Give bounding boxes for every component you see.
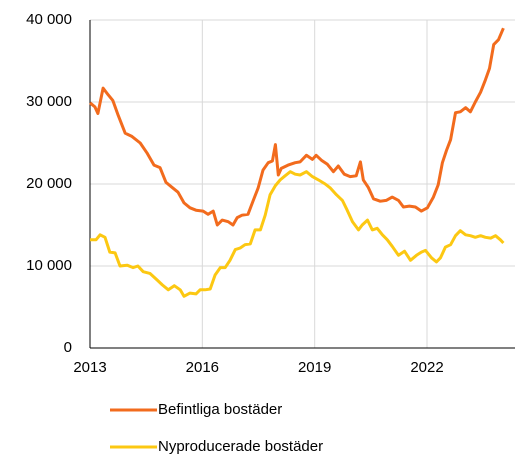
series-line xyxy=(89,27,505,227)
x-tick-label: 2013 xyxy=(73,359,106,376)
y-tick-label: 0 xyxy=(64,339,72,356)
legend-label: Nyproducerade bostäder xyxy=(158,438,323,455)
series-line xyxy=(90,170,505,298)
y-tick-label: 40 000 xyxy=(26,11,72,28)
x-tick-label: 2019 xyxy=(298,359,331,376)
x-tick-label: 2016 xyxy=(186,359,219,376)
y-tick-label: 30 000 xyxy=(26,93,72,110)
y-tick-label: 10 000 xyxy=(26,257,72,274)
y-tick-label: 20 000 xyxy=(26,175,72,192)
x-tick-label: 2022 xyxy=(410,359,443,376)
legend-label: Befintliga bostäder xyxy=(158,401,282,418)
